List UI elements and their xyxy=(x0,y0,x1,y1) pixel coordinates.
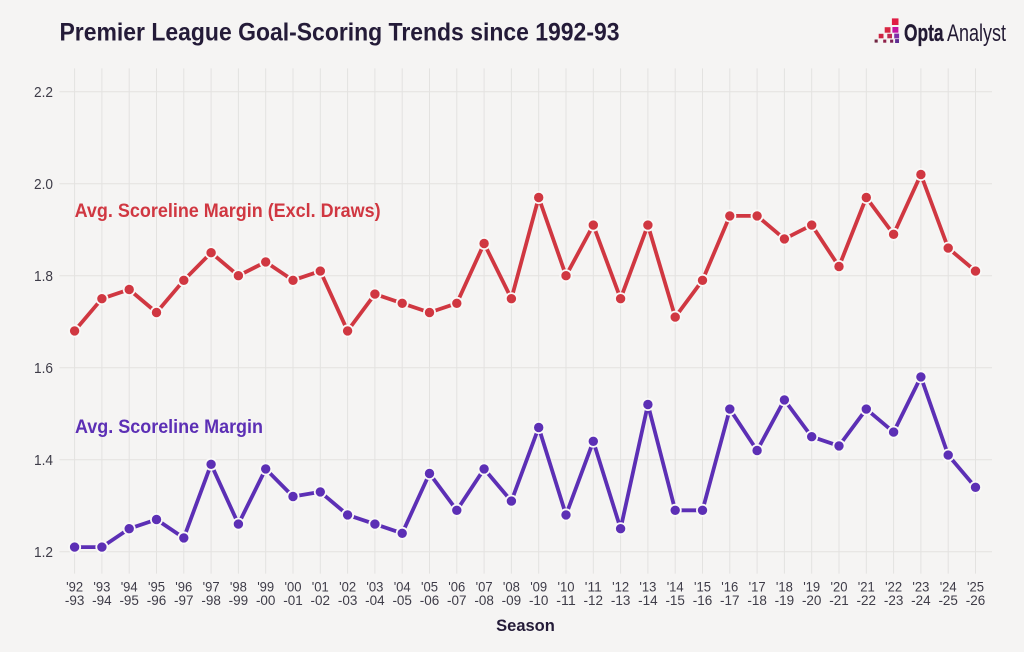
svg-text:-93: -93 xyxy=(65,593,85,609)
svg-text:-19: -19 xyxy=(775,593,795,609)
svg-text:-26: -26 xyxy=(966,593,986,609)
svg-text:'92: '92 xyxy=(66,580,83,596)
svg-text:'15: '15 xyxy=(694,580,711,596)
svg-text:'06: '06 xyxy=(448,580,465,596)
svg-text:-09: -09 xyxy=(502,593,522,609)
svg-text:'01: '01 xyxy=(312,580,329,596)
svg-text:'93: '93 xyxy=(93,580,110,596)
svg-text:'16: '16 xyxy=(721,580,738,596)
svg-text:'24: '24 xyxy=(940,580,957,596)
svg-text:-25: -25 xyxy=(938,593,958,609)
svg-text:'13: '13 xyxy=(639,580,656,596)
svg-text:'21: '21 xyxy=(858,580,875,596)
svg-text:-17: -17 xyxy=(720,593,740,609)
svg-text:'23: '23 xyxy=(912,580,929,596)
svg-text:-11: -11 xyxy=(556,593,576,609)
svg-text:'03: '03 xyxy=(366,580,383,596)
svg-text:-23: -23 xyxy=(884,593,904,609)
svg-text:-14: -14 xyxy=(638,593,658,609)
svg-text:-98: -98 xyxy=(201,593,221,609)
svg-text:-02: -02 xyxy=(311,593,331,609)
svg-text:'05: '05 xyxy=(421,580,438,596)
svg-text:-08: -08 xyxy=(474,593,494,609)
svg-text:Avg. Scoreline Margin (Excl. D: Avg. Scoreline Margin (Excl. Draws) xyxy=(75,201,381,222)
svg-text:'14: '14 xyxy=(667,580,684,596)
svg-text:-01: -01 xyxy=(283,593,303,609)
svg-text:-05: -05 xyxy=(392,593,412,609)
svg-text:'99: '99 xyxy=(257,580,274,596)
svg-text:-24: -24 xyxy=(911,593,931,609)
svg-text:-16: -16 xyxy=(693,593,713,609)
svg-text:-06: -06 xyxy=(420,593,440,609)
svg-text:'96: '96 xyxy=(175,580,192,596)
svg-text:-21: -21 xyxy=(829,593,849,609)
svg-text:'02: '02 xyxy=(339,580,356,596)
svg-text:-18: -18 xyxy=(747,593,767,609)
svg-text:-95: -95 xyxy=(119,593,139,609)
svg-text:-99: -99 xyxy=(229,593,249,609)
svg-text:-10: -10 xyxy=(529,593,549,609)
svg-text:-97: -97 xyxy=(174,593,194,609)
svg-text:'12: '12 xyxy=(612,580,629,596)
svg-text:-13: -13 xyxy=(611,593,631,609)
svg-text:1.8: 1.8 xyxy=(34,268,53,285)
svg-text:1.4: 1.4 xyxy=(34,452,53,469)
svg-text:1.6: 1.6 xyxy=(34,360,53,377)
svg-text:-22: -22 xyxy=(857,593,877,609)
svg-text:'22: '22 xyxy=(885,580,902,596)
svg-text:'94: '94 xyxy=(121,580,138,596)
svg-text:'17: '17 xyxy=(749,580,766,596)
svg-text:Premier League Goal-Scoring Tr: Premier League Goal-Scoring Trends since… xyxy=(60,18,620,46)
svg-text:-94: -94 xyxy=(92,593,112,609)
svg-text:'20: '20 xyxy=(831,580,848,596)
svg-text:-12: -12 xyxy=(584,593,604,609)
svg-text:Opta: Opta xyxy=(904,20,944,47)
svg-text:-15: -15 xyxy=(665,593,685,609)
svg-text:'07: '07 xyxy=(476,580,493,596)
svg-text:'95: '95 xyxy=(148,580,165,596)
svg-text:'00: '00 xyxy=(285,580,302,596)
svg-text:'97: '97 xyxy=(203,580,220,596)
svg-text:'08: '08 xyxy=(503,580,520,596)
svg-text:'10: '10 xyxy=(558,580,575,596)
svg-text:-96: -96 xyxy=(147,593,167,609)
svg-text:-04: -04 xyxy=(365,593,385,609)
svg-text:'04: '04 xyxy=(394,580,411,596)
svg-text:'18: '18 xyxy=(776,580,793,596)
svg-text:-00: -00 xyxy=(256,593,276,609)
svg-text:-07: -07 xyxy=(447,593,467,609)
svg-text:'25: '25 xyxy=(967,580,984,596)
svg-text:-03: -03 xyxy=(338,593,358,609)
svg-text:'19: '19 xyxy=(803,580,820,596)
svg-text:'98: '98 xyxy=(230,580,247,596)
svg-text:Avg. Scoreline Margin: Avg. Scoreline Margin xyxy=(75,417,263,438)
svg-text:2.2: 2.2 xyxy=(34,84,53,101)
svg-text:1.2: 1.2 xyxy=(34,544,53,561)
svg-text:2.0: 2.0 xyxy=(34,176,53,193)
svg-text:Season: Season xyxy=(496,617,555,635)
svg-text:'11: '11 xyxy=(585,580,602,596)
svg-text:'09: '09 xyxy=(530,580,547,596)
svg-text:Analyst: Analyst xyxy=(947,20,1006,47)
svg-text:-20: -20 xyxy=(802,593,822,609)
